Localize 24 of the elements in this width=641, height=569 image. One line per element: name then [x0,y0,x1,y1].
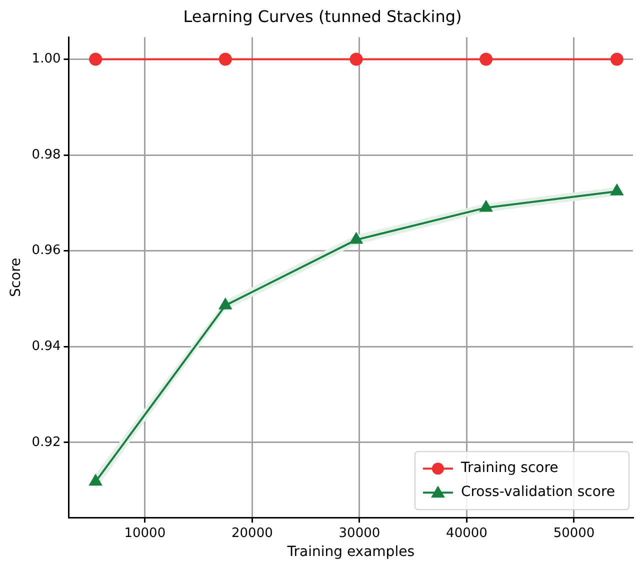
legend-label: Training score [460,460,558,476]
y-tick-label: 1.00 [32,52,61,67]
y-axis-title: Score [8,258,24,298]
x-tick-label: 30000 [338,526,380,541]
point [89,52,102,66]
point [218,52,232,66]
point [610,184,624,196]
point [350,232,363,244]
y-tick-label: 0.92 [32,434,61,450]
point [479,200,493,212]
point [350,52,363,66]
legend-label: Cross-validation score [460,484,616,500]
x-tick-label: 50000 [553,526,595,541]
point [610,52,624,66]
x-tick-label: 40000 [446,526,488,541]
x-tick-label: 10000 [124,526,166,541]
y-tick-label: 0.98 [32,147,61,162]
point [480,52,493,66]
x-tick-label: 20000 [232,526,273,541]
point [218,298,232,310]
x-axis-title: Training examples [286,544,414,560]
chart-title: Learning Curves (tunned Stacking) [183,6,462,26]
y-tick-label: 0.94 [32,338,61,354]
y-tick-label: 0.96 [32,243,61,258]
